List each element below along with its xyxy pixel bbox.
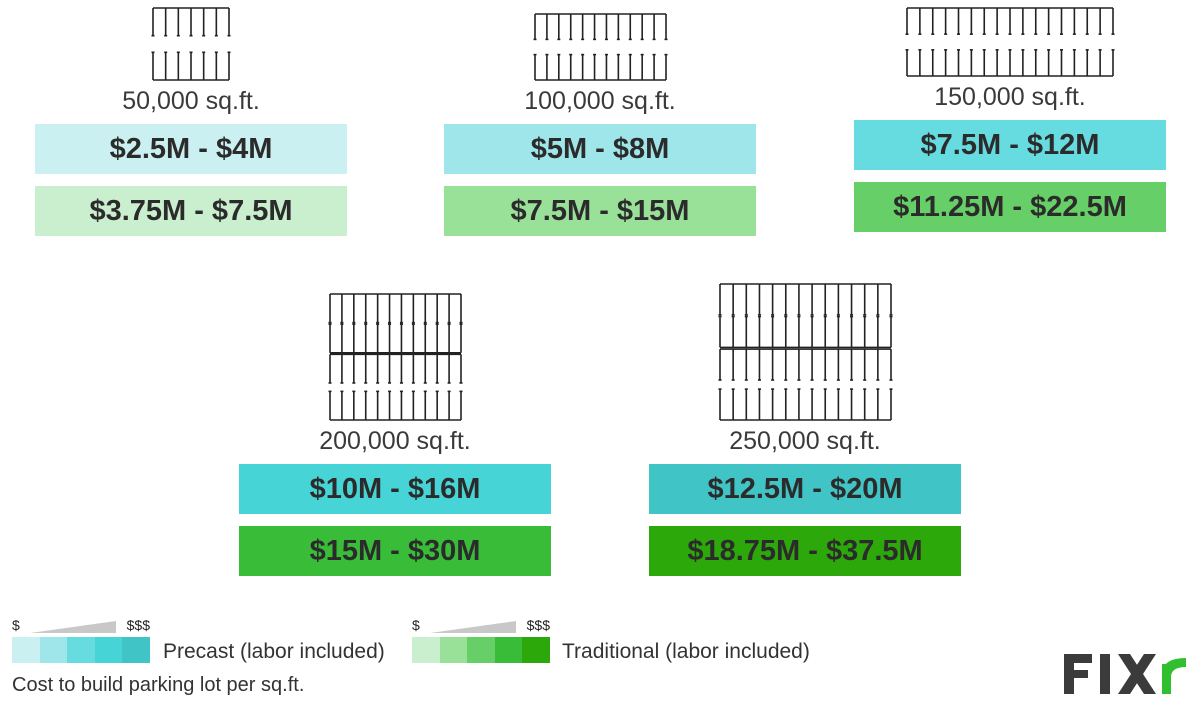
precast-price: $5M - $8M <box>444 124 756 174</box>
scale-wedge-icon <box>30 621 116 633</box>
lot-card-150k: 150,000 sq.ft. $7.5M - $12M $11.25M - $2… <box>854 6 1166 232</box>
lot-card-200k: 200,000 sq.ft. $10M - $16M $15M - $30M <box>239 292 551 576</box>
caption: Cost to build parking lot per sq.ft. <box>12 674 305 696</box>
precast-price: $7.5M - $12M <box>854 120 1166 170</box>
scale-wedge-icon <box>430 621 516 633</box>
legend-swatch <box>522 637 550 663</box>
legend-precast: $ $$$ <box>12 617 150 663</box>
parking-lot-icon <box>905 7 1115 77</box>
lot-area: 100,000 sq.ft. <box>524 87 676 115</box>
legend-swatches <box>12 637 150 663</box>
legend-precast-label: Precast (labor included) <box>163 640 385 663</box>
parking-lot-icon <box>533 13 667 81</box>
legend-traditional-label: Traditional (labor included) <box>562 640 810 663</box>
legend-swatch <box>494 637 523 663</box>
parking-lot-icon <box>718 283 892 421</box>
scale-low: $ <box>412 617 420 633</box>
legend-swatch <box>12 637 40 663</box>
traditional-price: $3.75M - $7.5M <box>35 186 347 236</box>
lot-area: 200,000 sq.ft. <box>319 427 471 455</box>
precast-price: $12.5M - $20M <box>649 464 961 514</box>
traditional-price: $18.75M - $37.5M <box>649 526 961 576</box>
lot-card-250k: 250,000 sq.ft. $12.5M - $20M $18.75M - $… <box>649 282 961 576</box>
lot-area: 250,000 sq.ft. <box>729 427 881 455</box>
legend-traditional: $ $$$ <box>412 617 550 663</box>
legend-swatches <box>412 637 550 663</box>
legend-swatch <box>67 637 95 663</box>
legend-swatch <box>39 637 68 663</box>
scale-high: $$$ <box>526 617 550 633</box>
traditional-price: $15M - $30M <box>239 526 551 576</box>
scale-high: $$$ <box>126 617 150 633</box>
precast-price: $10M - $16M <box>239 464 551 514</box>
traditional-price: $7.5M - $15M <box>444 186 756 236</box>
legend-swatch <box>467 637 495 663</box>
lot-card-50k: 50,000 sq.ft. $2.5M - $4M $3.75M - $7.5M <box>35 6 347 236</box>
parking-lot-icon <box>328 293 462 421</box>
legend-swatch <box>412 637 440 663</box>
scale-low: $ <box>12 617 20 633</box>
parking-lot-icon <box>151 7 231 81</box>
legend-swatch <box>94 637 123 663</box>
legend-swatch <box>122 637 150 663</box>
lot-area: 50,000 sq.ft. <box>122 87 260 115</box>
lot-card-100k: 100,000 sq.ft. $5M - $8M $7.5M - $15M <box>444 12 756 236</box>
lot-area: 150,000 sq.ft. <box>934 83 1086 111</box>
precast-price: $2.5M - $4M <box>35 124 347 174</box>
legend-swatch <box>439 637 468 663</box>
traditional-price: $11.25M - $22.5M <box>854 182 1166 232</box>
fixr-logo <box>1064 654 1186 694</box>
